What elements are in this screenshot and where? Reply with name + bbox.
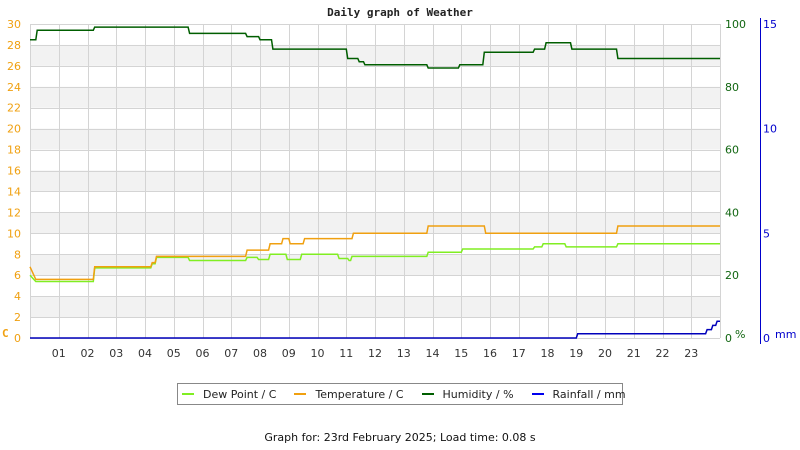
left-tick-label: 28 [7,39,21,52]
legend-swatch-icon [182,393,194,395]
rainfall-tick-label: 15 [763,18,777,31]
x-tick-label: 13 [397,347,411,360]
x-tick-label: 02 [81,347,95,360]
left-tick-label: 8 [14,248,21,261]
left-unit-label: C [2,327,9,340]
rainfall-unit-label: mm [775,328,796,341]
series-line [30,26,720,69]
x-tick-label: 01 [52,347,66,360]
rainfall-tick-label: 5 [763,227,770,240]
humidity-tick-label: 20 [725,269,739,282]
x-tick-label: 03 [109,347,123,360]
humidity-axis-ticks: 0 20 40 60 80 100 [725,18,746,345]
x-tick-label: 06 [196,347,210,360]
legend-label: Dew Point / C [203,387,277,401]
humidity-tick-label: 0 [725,332,732,345]
left-tick-label: 0 [14,332,21,345]
rainfall-tick-label: 0 [763,332,770,345]
axis-units: C% mm [2,327,796,341]
legend-swatch-icon [531,393,544,395]
humidity-tick-label: 80 [725,81,739,94]
left-tick-label: 6 [14,269,21,282]
x-tick-label: 23 [684,347,698,360]
x-tick-label: 15 [454,347,468,360]
left-tick-label: 4 [14,290,21,303]
legend-label: Temperature / C [315,387,404,401]
x-tick-label: 16 [483,347,497,360]
x-tick-label: 14 [426,347,440,360]
legend-label: Humidity / % [442,387,514,401]
x-tick-label: 12 [368,347,382,360]
x-tick-label: 09 [282,347,296,360]
x-tick-label: 08 [253,347,267,360]
left-tick-label: 2 [14,311,21,324]
left-tick-label: 26 [7,60,21,73]
x-tick-label: 11 [339,347,353,360]
series-lines [29,26,720,339]
footer-status: Graph for: 23rd February 2025; Load time… [264,431,536,444]
left-tick-label: 22 [7,102,21,115]
legend: Dew Point / C Temperature / C Humidity /… [177,383,626,405]
legend-item-humidity: Humidity / % [421,387,514,401]
humidity-tick-label: 40 [725,206,739,219]
legend-label: Rainfall / mm [552,387,626,401]
legend-swatch-icon [421,393,434,395]
x-tick-label: 07 [224,347,238,360]
left-tick-label: 16 [7,165,21,178]
left-tick-label: 24 [7,81,21,94]
humidity-tick-label: 100 [725,18,746,31]
x-axis-ticks: 01 02 03 04 05 06 07 08 09 10 11 12 13 14 15 16 17 18 19 20… [52,347,699,360]
chart-title: Daily graph of Weather [327,6,473,19]
x-tick-label: 19 [569,347,583,360]
rainfall-tick-label: 10 [763,123,777,136]
left-tick-label: 14 [7,185,21,198]
x-tick-label: 20 [598,347,612,360]
humidity-unit-label: % [735,328,745,341]
x-tick-label: 17 [512,347,526,360]
x-tick-label: 18 [541,347,555,360]
left-tick-label: 18 [7,144,21,157]
x-tick-label: 05 [167,347,181,360]
series-line [29,225,720,281]
humidity-tick-label: 60 [725,144,739,157]
legend-swatch-icon [294,393,307,395]
left-tick-label: 30 [7,18,21,31]
legend-item-temperature: Temperature / C [294,387,404,401]
rainfall-axis: 0 5 10 15 [760,18,777,345]
legend-item-rainfall: Rainfall / mm [531,387,626,401]
left-tick-label: 10 [7,227,21,240]
left-tick-label: 20 [7,123,21,136]
legend-item-dew-point: Dew Point / C [182,388,276,401]
left-tick-label: 12 [7,206,21,219]
x-tick-label: 10 [311,347,325,360]
x-tick-label: 22 [656,347,670,360]
x-tick-label: 21 [627,347,641,360]
x-tick-label: 04 [138,347,152,360]
series-line [30,320,720,339]
